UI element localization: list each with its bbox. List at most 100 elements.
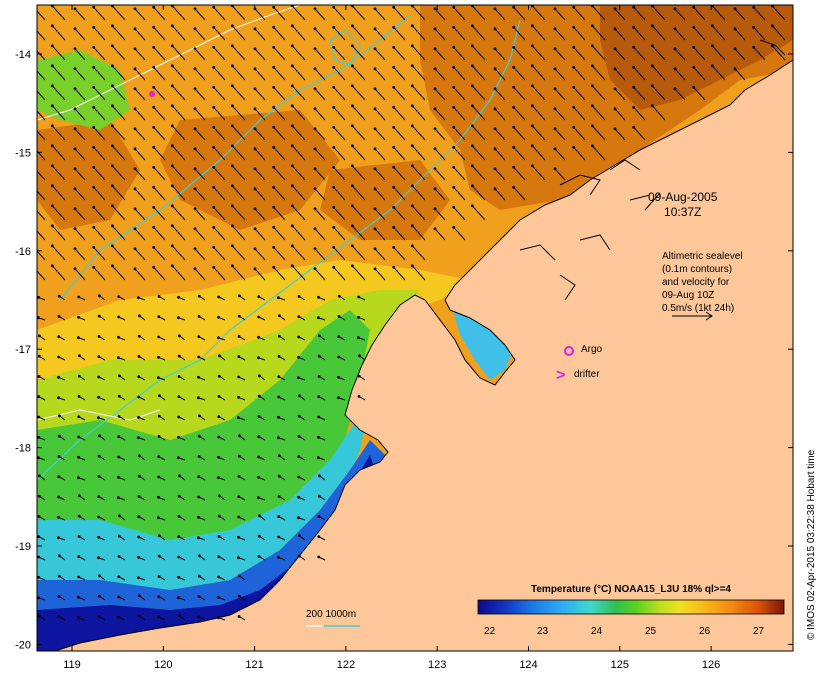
- velocity-arrow: [51, 65, 66, 81]
- velocity-arrow-head: [350, 64, 354, 68]
- velocity-arrow-head: [297, 554, 301, 558]
- velocity-arrow: [74, 8, 86, 21]
- velocity-arrow: [554, 148, 566, 161]
- velocity-arrow-head: [613, 27, 617, 31]
- velocity-arrow-head: [32, 46, 35, 49]
- velocity-arrow-head: [673, 7, 677, 11]
- velocity-arrow-head: [97, 355, 101, 359]
- velocity-arrow-head: [313, 167, 317, 171]
- velocity-arrow-head: [230, 5, 234, 8]
- velocity-arrow: [314, 228, 326, 241]
- velocity-arrow-head: [212, 185, 216, 189]
- velocity-arrow-head: [650, 44, 654, 48]
- velocity-arrow-head: [133, 147, 137, 151]
- velocity-arrow-head: [257, 555, 261, 558]
- velocity-arrow: [231, 245, 246, 261]
- velocity-arrow-head: [337, 375, 340, 379]
- velocity-arrow-head: [97, 475, 101, 478]
- velocity-arrow-head: [297, 335, 301, 339]
- velocity-arrow: [374, 108, 386, 121]
- velocity-arrow: [333, 106, 346, 121]
- velocity-arrow-head: [373, 67, 377, 71]
- velocity-arrow-head: [357, 315, 360, 319]
- velocity-arrow-head: [193, 147, 197, 151]
- velocity-arrow: [153, 146, 166, 161]
- velocity-arrow: [494, 48, 506, 61]
- velocity-arrow-head: [37, 415, 41, 419]
- velocity-arrow: [254, 28, 266, 41]
- velocity-arrow-head: [37, 535, 41, 539]
- velocity-arrow-head: [133, 7, 137, 11]
- velocity-arrow-head: [297, 475, 301, 479]
- velocity-arrow-head: [710, 5, 714, 8]
- velocity-arrow-head: [217, 415, 221, 419]
- velocity-arrow: [231, 185, 246, 201]
- velocity-arrow-head: [290, 124, 294, 128]
- velocity-arrow-head: [50, 224, 54, 228]
- velocity-arrow-head: [572, 45, 576, 49]
- velocity-arrow-head: [193, 187, 197, 191]
- velocity-arrow: [213, 146, 226, 161]
- velocity-arrow: [37, 30, 46, 41]
- velocity-arrow-head: [590, 5, 594, 8]
- velocity-arrow-head: [337, 315, 341, 318]
- velocity-arrow-head: [97, 416, 100, 420]
- velocity-arrow-head: [433, 207, 437, 211]
- velocity-arrow-head: [272, 245, 276, 249]
- velocity-arrow: [374, 188, 386, 201]
- colorbar-tick: 23: [537, 626, 549, 637]
- colorbar-title: Temperature (°C) NOAA15_L3U 18% ql>=4: [531, 584, 731, 595]
- velocity-arrow-head: [632, 5, 636, 9]
- velocity-arrow: [254, 208, 266, 221]
- velocity-arrow-head: [98, 434, 101, 438]
- velocity-arrow-head: [170, 24, 174, 28]
- velocity-arrow: [393, 206, 406, 221]
- velocity-arrow-head: [170, 204, 174, 208]
- velocity-arrow-head: [73, 47, 77, 51]
- velocity-arrow: [393, 226, 406, 241]
- velocity-arrow: [554, 108, 566, 121]
- velocity-arrow-head: [433, 147, 437, 151]
- velocity-arrow: [171, 5, 186, 21]
- velocity-arrow-head: [452, 5, 456, 9]
- velocity-arrow-head: [572, 145, 576, 149]
- velocity-arrow-head: [752, 45, 756, 49]
- velocity-arrow: [231, 125, 246, 141]
- velocity-arrow: [153, 266, 166, 281]
- velocity-arrow-head: [277, 334, 281, 338]
- velocity-arrow-head: [212, 265, 216, 269]
- velocity-arrow-head: [590, 84, 594, 88]
- velocity-arrow-head: [613, 107, 617, 111]
- velocity-arrow-head: [178, 334, 181, 338]
- velocity-arrow: [674, 8, 686, 21]
- velocity-arrow: [291, 205, 306, 221]
- velocity-arrow-head: [57, 315, 61, 318]
- velocity-arrow-head: [452, 145, 456, 149]
- velocity-arrow: [93, 106, 106, 121]
- velocity-arrow-head: [197, 294, 201, 298]
- velocity-arrow: [351, 5, 366, 21]
- velocity-arrow-head: [632, 105, 636, 109]
- time-text: 10:37Z: [664, 205, 702, 219]
- velocity-arrow: [591, 145, 606, 161]
- velocity-arrow-head: [177, 535, 181, 539]
- velocity-arrow-head: [137, 415, 140, 419]
- velocity-arrow-head: [290, 44, 294, 48]
- velocity-arrow-head: [317, 354, 321, 358]
- velocity-arrow-head: [133, 47, 137, 51]
- velocity-arrow: [111, 145, 126, 161]
- velocity-arrow-head: [32, 166, 35, 169]
- velocity-arrow-head: [178, 474, 181, 478]
- velocity-arrow-head: [137, 355, 141, 358]
- velocity-arrow-head: [37, 515, 41, 518]
- velocity-arrow-head: [590, 124, 594, 128]
- velocity-arrow: [531, 25, 546, 41]
- x-tick-label: 119: [63, 659, 81, 671]
- velocity-arrow-head: [157, 475, 161, 479]
- velocity-arrow-head: [332, 225, 336, 229]
- velocity-arrow: [651, 25, 666, 41]
- velocity-arrow-head: [410, 184, 414, 188]
- velocity-arrow: [51, 85, 66, 101]
- velocity-arrow: [153, 206, 166, 221]
- velocity-arrow-head: [257, 534, 261, 538]
